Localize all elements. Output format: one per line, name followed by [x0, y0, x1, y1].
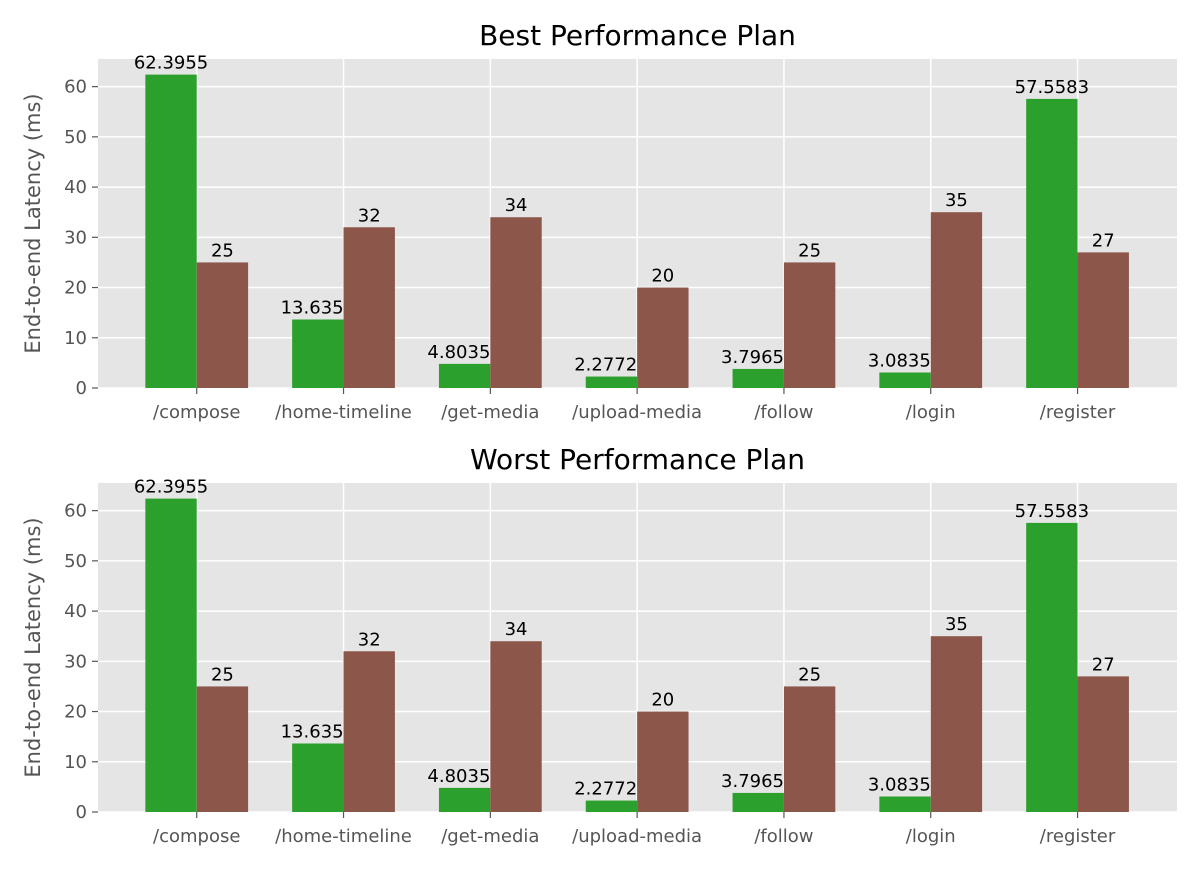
- bar-series-2-3: [490, 641, 542, 812]
- data-label: 3.08353: [868, 775, 942, 796]
- x-tick-label: /register: [1040, 826, 1116, 847]
- data-label: 25: [211, 664, 234, 685]
- x-tick-label: /get-media: [441, 402, 539, 423]
- data-label: 34: [505, 195, 528, 216]
- chart-panel-1: 62.3955 13.6351 4.80359 2.27726 3.79651 3.083…: [21, 19, 1177, 423]
- bar-series-2-4: [637, 711, 689, 812]
- data-label: 57.5583: [1015, 501, 1089, 522]
- bar-series-2-7: [1077, 252, 1129, 388]
- y-axis-label: End-to-end Latency (ms): [21, 517, 45, 777]
- data-label: 25: [211, 240, 234, 261]
- data-label: 2.27726: [574, 779, 648, 800]
- y-tick-label: 50: [64, 551, 87, 572]
- data-label: 34: [505, 619, 528, 640]
- y-tick-label: 60: [64, 501, 87, 522]
- bar-series-1-1: [145, 74, 197, 388]
- y-tick-label: 10: [64, 328, 87, 349]
- data-label: 25: [798, 664, 821, 685]
- data-label: 32: [358, 205, 381, 226]
- data-label: 27: [1092, 654, 1115, 675]
- bar-series-2-2: [343, 651, 395, 812]
- bar-series-1-2: [292, 319, 344, 388]
- data-label: 32: [358, 629, 381, 650]
- bar-series-1-7: [1026, 98, 1078, 388]
- bar-series-1-5: [732, 792, 784, 812]
- x-tick-label: /login: [906, 826, 956, 847]
- bar-series-2-5: [783, 262, 836, 388]
- bar-series-2-3: [490, 217, 542, 388]
- data-label: 4.80359: [427, 342, 501, 363]
- bar-series-2-4: [637, 287, 689, 388]
- bar-series-2-1: [196, 686, 249, 812]
- y-tick-label: 50: [64, 127, 87, 148]
- data-label: 13.6351: [281, 722, 355, 743]
- bar-series-1-4: [585, 376, 638, 388]
- data-label: 62.3955: [134, 53, 208, 74]
- data-label: 20: [651, 690, 674, 711]
- y-tick-label: 60: [64, 77, 87, 98]
- data-label: 35: [945, 614, 968, 635]
- x-tick-label: /follow: [754, 402, 813, 423]
- chart-panel-2: 62.3955 13.6351 4.80359 2.27726 3.79651 3.083…: [21, 443, 1177, 847]
- bar-series-1-7: [1026, 522, 1078, 812]
- x-tick-label: /home-timeline: [275, 826, 412, 847]
- y-tick-label: 40: [64, 601, 87, 622]
- data-label: 27: [1092, 230, 1115, 251]
- bar-series-2-7: [1077, 676, 1129, 812]
- bar-series-1-3: [438, 787, 491, 812]
- y-axis-label: End-to-end Latency (ms): [21, 93, 45, 353]
- chart-title: Best Performance Plan: [479, 19, 796, 52]
- data-label: 3.08353: [868, 351, 942, 372]
- bar-series-2-1: [196, 262, 249, 388]
- x-tick-label: /home-timeline: [275, 402, 412, 423]
- bar-series-1-3: [438, 363, 491, 388]
- y-tick-label: 40: [64, 177, 87, 198]
- x-tick-label: /compose: [153, 826, 240, 847]
- x-tick-label: /upload-media: [572, 402, 702, 423]
- data-label: 3.79651: [721, 347, 795, 368]
- bar-series-1-1: [145, 498, 197, 812]
- bar-series-2-5: [783, 686, 836, 812]
- data-label: 57.5583: [1015, 77, 1089, 98]
- x-tick-label: /compose: [153, 402, 240, 423]
- x-tick-label: /login: [906, 402, 956, 423]
- x-tick-label: /register: [1040, 402, 1116, 423]
- bar-series-1-2: [292, 743, 344, 812]
- bar-series-1-5: [732, 368, 784, 388]
- bar-series-2-6: [930, 212, 983, 388]
- data-label: 13.6351: [281, 298, 355, 319]
- data-label: 62.3955: [134, 477, 208, 498]
- data-label: 3.79651: [721, 771, 795, 792]
- bar-series-1-4: [585, 800, 638, 812]
- y-tick-label: 20: [64, 702, 87, 723]
- y-tick-label: 0: [76, 802, 87, 823]
- y-tick-label: 30: [64, 651, 87, 672]
- x-tick-label: /follow: [754, 826, 813, 847]
- y-tick-label: 20: [64, 278, 87, 299]
- x-tick-label: /get-media: [441, 826, 539, 847]
- data-label: 20: [651, 266, 674, 287]
- chart-title: Worst Performance Plan: [470, 443, 805, 476]
- data-label: 25: [798, 240, 821, 261]
- bar-series-2-2: [343, 227, 395, 388]
- bar-series-2-6: [930, 636, 983, 812]
- y-tick-label: 10: [64, 752, 87, 773]
- y-tick-label: 30: [64, 227, 87, 248]
- y-tick-label: 0: [76, 378, 87, 399]
- bar-series-1-6: [879, 796, 931, 812]
- x-tick-label: /upload-media: [572, 826, 702, 847]
- data-label: 35: [945, 190, 968, 211]
- bar-series-1-6: [879, 372, 931, 388]
- data-label: 2.27726: [574, 355, 648, 376]
- data-label: 4.80359: [427, 766, 501, 787]
